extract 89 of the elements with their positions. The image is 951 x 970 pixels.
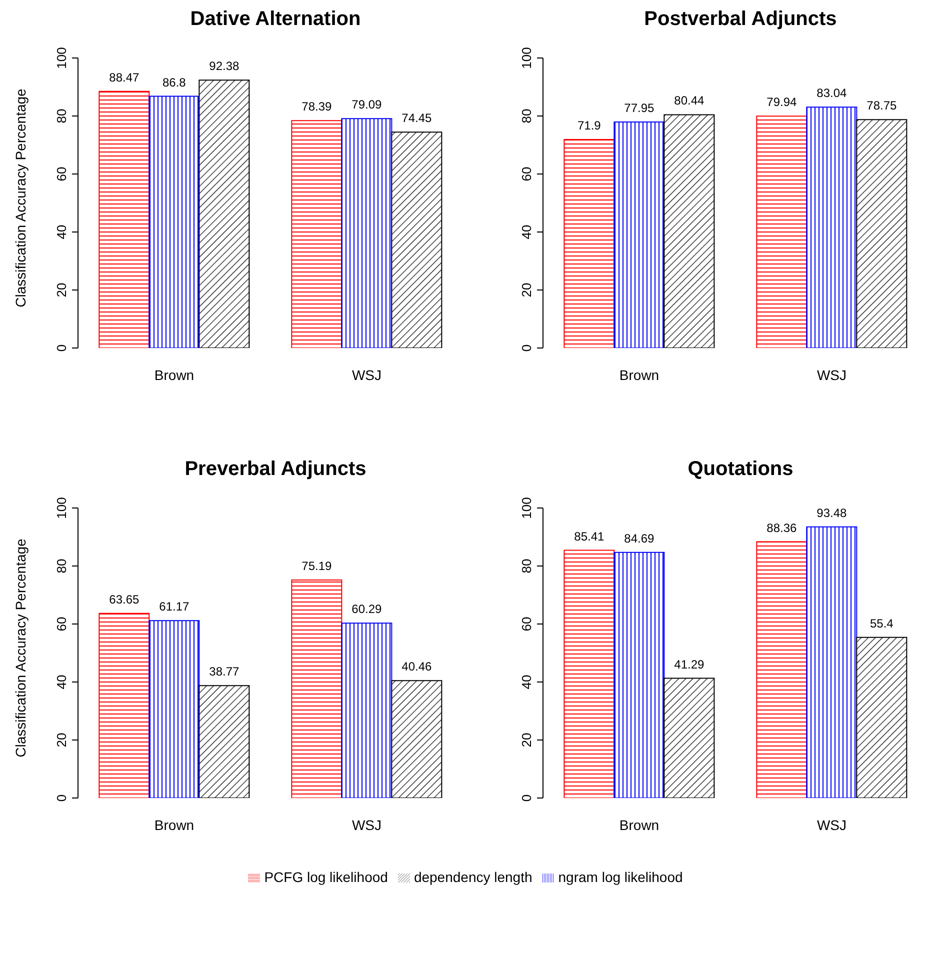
bar <box>148 620 200 798</box>
x-tick-label: Brown <box>619 816 660 833</box>
x-tick-label: WSJ <box>816 366 847 383</box>
data-label: 71.9 <box>577 118 602 132</box>
bar <box>148 96 200 348</box>
data-label: 92.38 <box>209 59 240 74</box>
chart-title: Quotations <box>686 458 794 482</box>
y-tick-label: 60 <box>54 616 69 632</box>
bar <box>564 138 615 348</box>
data-label: 40.46 <box>402 660 432 674</box>
data-label: 88.47 <box>109 70 140 84</box>
x-tick-label: WSJ <box>352 816 382 833</box>
y-tick-label: 100 <box>54 47 69 69</box>
y-axis-title: Classification Accuracy Percentage <box>12 88 28 308</box>
data-label: 86.8 <box>162 75 186 90</box>
x-tick-label: Brown <box>619 366 660 383</box>
data-label: 80.44 <box>674 94 705 108</box>
data-label: 93.48 <box>816 506 848 520</box>
data-label: 79.94 <box>766 95 798 110</box>
chart-title: Postverbal Adjuncts <box>643 8 838 32</box>
data-label: 55.4 <box>870 616 894 630</box>
y-tick-label: 0 <box>519 344 534 352</box>
bar <box>614 121 665 348</box>
y-tick-label: 100 <box>519 497 534 519</box>
bar <box>98 90 150 348</box>
y-tick-label: 80 <box>54 558 69 574</box>
bar <box>664 114 715 348</box>
bar <box>391 132 442 348</box>
y-tick-label: 20 <box>54 732 69 748</box>
bar <box>614 552 665 798</box>
data-label: 79.09 <box>352 98 382 112</box>
bar <box>391 680 442 798</box>
data-label: 77.95 <box>624 100 655 115</box>
y-tick-label: 40 <box>54 224 69 240</box>
y-tick-label: 20 <box>519 732 534 748</box>
y-tick-label: 40 <box>519 674 534 690</box>
chart-title: Preverbal Adjuncts <box>184 458 368 482</box>
data-label: 78.39 <box>302 100 332 114</box>
x-tick-label: WSJ <box>352 366 382 383</box>
y-axis-title: Classification Accuracy Percentage <box>12 538 28 758</box>
data-label: 63.65 <box>109 592 140 606</box>
y-tick-label: 0 <box>54 794 69 802</box>
y-tick-label: 40 <box>519 224 534 240</box>
chart-title: Dative Alternation <box>189 8 362 32</box>
bar <box>856 119 908 348</box>
y-tick-label: 80 <box>519 558 534 574</box>
y-tick-label: 60 <box>54 166 69 182</box>
bar <box>341 622 392 798</box>
y-tick-label: 60 <box>519 616 534 632</box>
bar <box>756 116 808 348</box>
y-tick-label: 80 <box>519 108 534 124</box>
data-label: 41.29 <box>674 657 705 672</box>
data-label: 83.04 <box>816 86 848 100</box>
y-tick-label: 100 <box>519 47 534 69</box>
bar <box>664 678 715 798</box>
bar <box>564 550 615 798</box>
bar <box>806 526 858 798</box>
y-tick-label: 60 <box>519 166 534 182</box>
data-label: 84.69 <box>624 531 655 546</box>
bar <box>198 80 250 348</box>
bar <box>856 636 908 798</box>
x-tick-label: WSJ <box>816 816 847 833</box>
y-tick-label: 0 <box>54 344 69 352</box>
bar <box>98 612 150 798</box>
y-tick-label: 100 <box>54 497 69 519</box>
y-tick-label: 20 <box>54 282 69 298</box>
legend-label: dependency length <box>414 869 532 885</box>
x-tick-label: Brown <box>154 816 194 833</box>
data-label: 74.45 <box>402 111 432 126</box>
legend-label: ngram log likelihood <box>558 869 683 885</box>
bar <box>806 106 858 348</box>
data-label: 60.29 <box>352 602 382 616</box>
data-label: 78.75 <box>866 98 898 113</box>
data-label: 38.77 <box>209 664 240 679</box>
data-label: 88.36 <box>766 520 798 535</box>
y-tick-label: 0 <box>519 794 534 802</box>
legend-label: PCFG log likelihood <box>264 869 388 885</box>
data-label: 85.41 <box>574 529 605 544</box>
y-tick-label: 20 <box>519 282 534 298</box>
x-tick-label: Brown <box>154 366 194 383</box>
bar <box>198 685 250 798</box>
bar <box>291 120 342 348</box>
bar <box>341 118 392 348</box>
bar <box>291 579 342 798</box>
data-label: 61.17 <box>159 600 190 614</box>
y-tick-label: 40 <box>54 674 69 690</box>
data-label: 75.19 <box>302 558 332 573</box>
bar <box>756 541 808 798</box>
y-tick-label: 80 <box>54 108 69 124</box>
